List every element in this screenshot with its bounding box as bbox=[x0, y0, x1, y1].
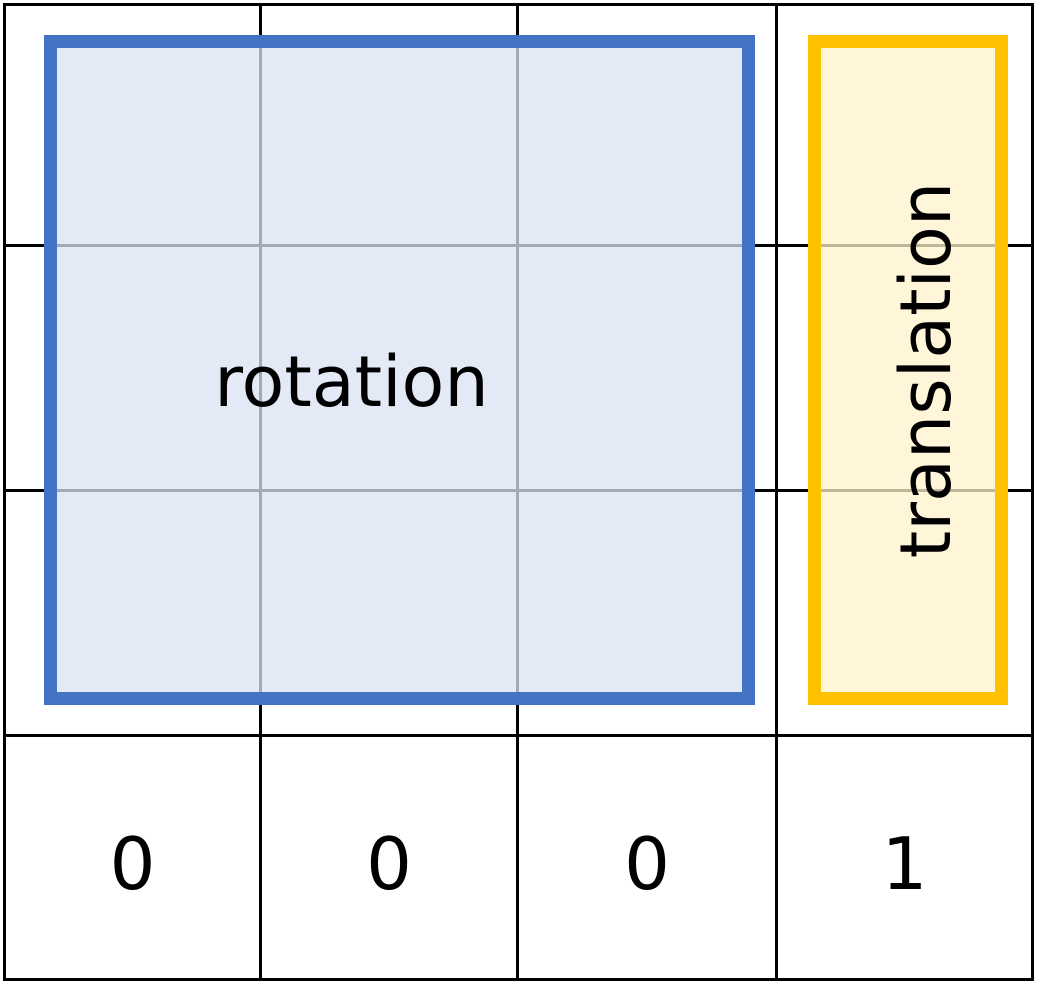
bottom-row-value: 0 bbox=[109, 822, 156, 906]
grid-line-h4 bbox=[3, 978, 1034, 981]
translation-region bbox=[808, 35, 1008, 705]
grid-line-v3 bbox=[775, 3, 778, 981]
translation-label-container: translation bbox=[808, 35, 1008, 705]
bottom-row-cell-2: 0 bbox=[262, 737, 516, 981]
grid-line-v0 bbox=[3, 3, 6, 981]
bottom-row-cell-1: 0 bbox=[6, 737, 259, 981]
translation-label: translation bbox=[885, 181, 968, 559]
grid-line-h0 bbox=[3, 3, 1034, 6]
grid-line-v4 bbox=[1031, 3, 1034, 981]
bottom-row-value: 0 bbox=[624, 822, 670, 906]
bottom-row-cell-4: 1 bbox=[778, 737, 1031, 981]
rotation-label: rotation bbox=[214, 341, 489, 423]
rotation-label-container: rotation bbox=[44, 35, 755, 705]
bottom-row-value: 1 bbox=[881, 822, 928, 906]
rotation-region bbox=[44, 35, 755, 705]
bottom-row-cell-3: 0 bbox=[519, 737, 775, 981]
bottom-row-value: 0 bbox=[366, 822, 412, 906]
grid-line-h3 bbox=[3, 734, 1034, 737]
